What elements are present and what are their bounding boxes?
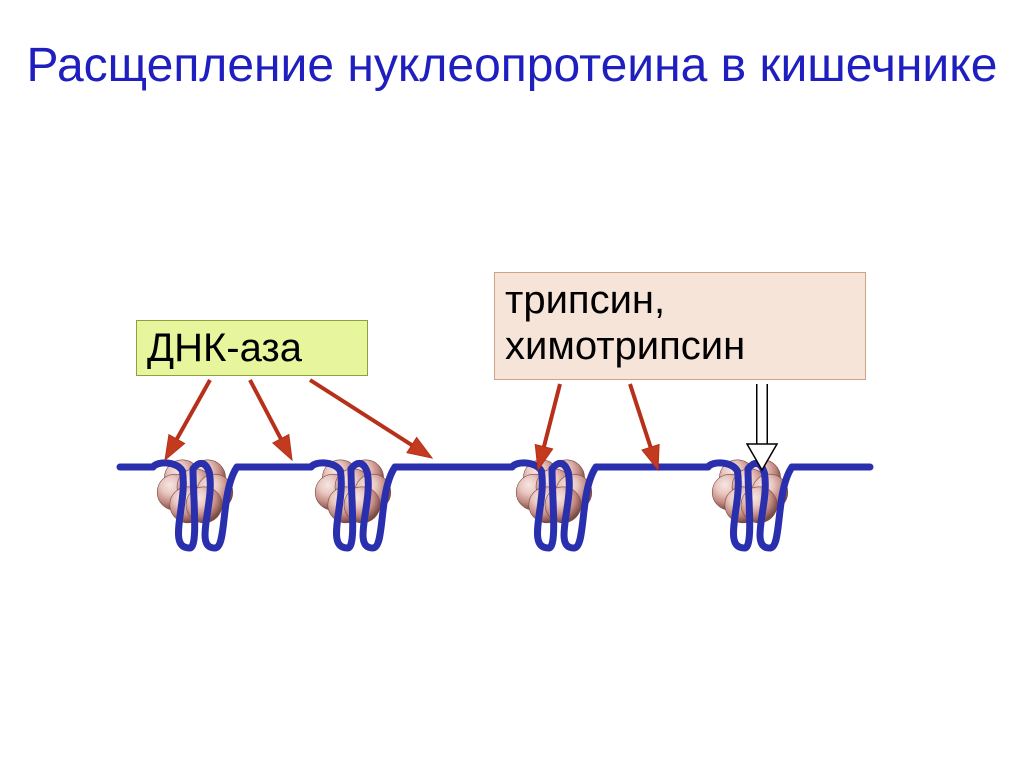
slide: Расщепление нуклеопротеина в кишечнике Д… <box>0 0 1024 768</box>
nucleosome-clusters <box>157 460 788 523</box>
diagram-svg <box>0 0 1024 768</box>
slide-title: Расщепление нуклеопротеина в кишечнике <box>0 38 1024 93</box>
dna-strand-front <box>153 463 792 548</box>
label-dnaase: ДНК-аза <box>136 320 368 376</box>
arrows <box>165 380 777 470</box>
label-dnaase-text: ДНК-аза <box>147 326 302 370</box>
label-trypsin-text: трипсин, химотрипсин <box>505 278 745 368</box>
label-trypsin: трипсин, химотрипсин <box>494 272 866 380</box>
